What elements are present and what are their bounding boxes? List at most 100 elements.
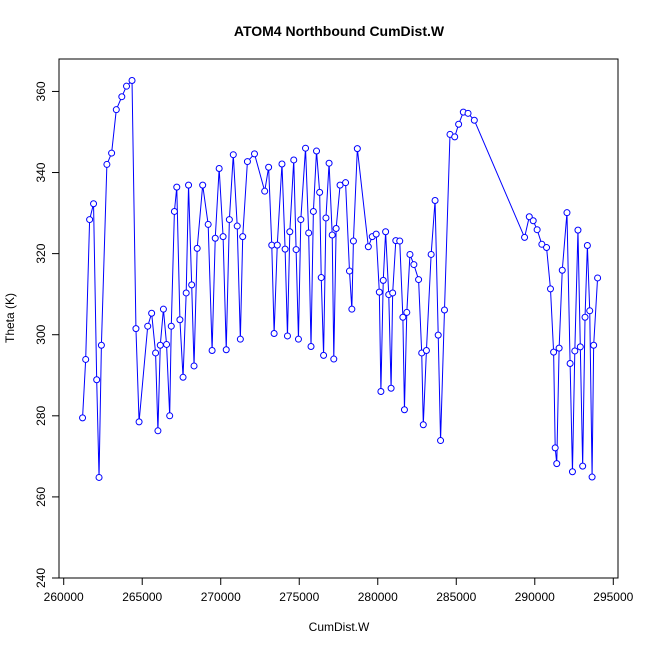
data-point <box>399 313 407 321</box>
data-point <box>521 233 529 241</box>
x-tick-label: 280000 <box>358 590 398 604</box>
data-point <box>422 347 430 355</box>
data-point <box>302 144 310 152</box>
data-point <box>525 213 533 221</box>
data-point <box>583 242 591 250</box>
chart-title: ATOM4 Northbound CumDist.W <box>234 23 445 39</box>
data-point <box>190 362 198 370</box>
data-point <box>574 226 582 234</box>
data-point <box>305 229 313 237</box>
data-point <box>225 216 233 224</box>
data-point <box>156 341 164 349</box>
data-point <box>470 116 478 124</box>
data-point <box>135 418 143 426</box>
x-tick-label: 260000 <box>44 590 84 604</box>
data-point <box>328 231 336 239</box>
data-point <box>455 120 463 128</box>
data-point <box>185 181 193 189</box>
y-tick-label: 340 <box>34 162 48 182</box>
data-point <box>79 414 87 422</box>
data-point <box>379 276 387 284</box>
data-point <box>222 346 230 354</box>
y-axis-label: Theta (K) <box>3 293 17 343</box>
data-point <box>286 228 294 236</box>
data-point <box>193 244 201 252</box>
data-point <box>316 188 324 196</box>
data-point <box>229 151 237 159</box>
data-point <box>208 347 216 355</box>
data-point <box>97 341 105 349</box>
data-point <box>173 183 181 191</box>
data-point <box>250 150 258 158</box>
data-point <box>292 246 300 254</box>
data-point <box>451 133 459 141</box>
data-point <box>283 332 291 340</box>
data-point <box>118 93 126 101</box>
data-point <box>364 243 372 251</box>
data-point <box>440 306 448 314</box>
data-point <box>132 325 140 333</box>
x-tick-label: 275000 <box>279 590 319 604</box>
data-point <box>273 241 281 249</box>
data-point <box>233 222 241 230</box>
data-point <box>576 343 584 351</box>
data-point <box>400 406 408 414</box>
data-point <box>377 387 385 395</box>
plot-area-border <box>58 58 619 579</box>
data-point <box>348 305 356 313</box>
x-tick-label: 290000 <box>515 590 555 604</box>
data-point <box>159 305 167 313</box>
data-point <box>179 373 187 381</box>
data-point <box>211 234 219 242</box>
data-point <box>167 322 175 330</box>
data-point <box>261 187 269 195</box>
data-point <box>317 274 325 282</box>
data-point <box>568 468 576 476</box>
data-point <box>144 322 152 330</box>
data-point <box>320 351 328 359</box>
y-axis: 240 260 280 300 320 340 360 <box>34 81 60 588</box>
data-point <box>538 240 546 248</box>
data-point <box>103 160 111 168</box>
series-theta <box>79 76 602 481</box>
data-point <box>152 349 160 357</box>
data-point <box>581 313 589 321</box>
data-point <box>148 309 156 317</box>
data-point <box>543 244 551 252</box>
data-point <box>389 289 397 297</box>
data-point <box>270 330 278 337</box>
data-point <box>86 216 94 224</box>
data-point <box>313 147 321 155</box>
data-point <box>566 360 574 368</box>
data-point <box>353 145 361 153</box>
data-point <box>529 217 537 225</box>
data-point <box>290 156 298 164</box>
data-point <box>396 237 404 245</box>
data-point <box>579 462 587 470</box>
data-point <box>204 220 212 228</box>
data-point <box>166 412 174 420</box>
y-tick-label: 260 <box>34 487 48 507</box>
y-tick-label: 240 <box>34 568 48 588</box>
data-point <box>332 224 340 232</box>
data-point <box>403 308 411 316</box>
x-axis: 260000 265000 270000 275000 280000 285000 2900… <box>44 577 634 604</box>
y-tick-label: 280 <box>34 405 48 425</box>
data-point <box>558 266 566 274</box>
data-point <box>372 230 380 238</box>
data-point <box>82 355 90 363</box>
x-tick-label: 265000 <box>122 590 162 604</box>
data-point <box>588 473 596 481</box>
data-point <box>128 76 136 84</box>
data-point <box>406 250 414 258</box>
data-point <box>586 307 594 315</box>
data-point <box>176 316 184 324</box>
data-point <box>434 331 442 339</box>
x-tick-label: 295000 <box>593 590 633 604</box>
data-point <box>375 288 383 296</box>
data-point <box>431 197 439 205</box>
data-point <box>553 460 561 468</box>
y-tick-label: 360 <box>34 81 48 101</box>
data-point <box>281 245 289 253</box>
data-point <box>563 209 571 217</box>
